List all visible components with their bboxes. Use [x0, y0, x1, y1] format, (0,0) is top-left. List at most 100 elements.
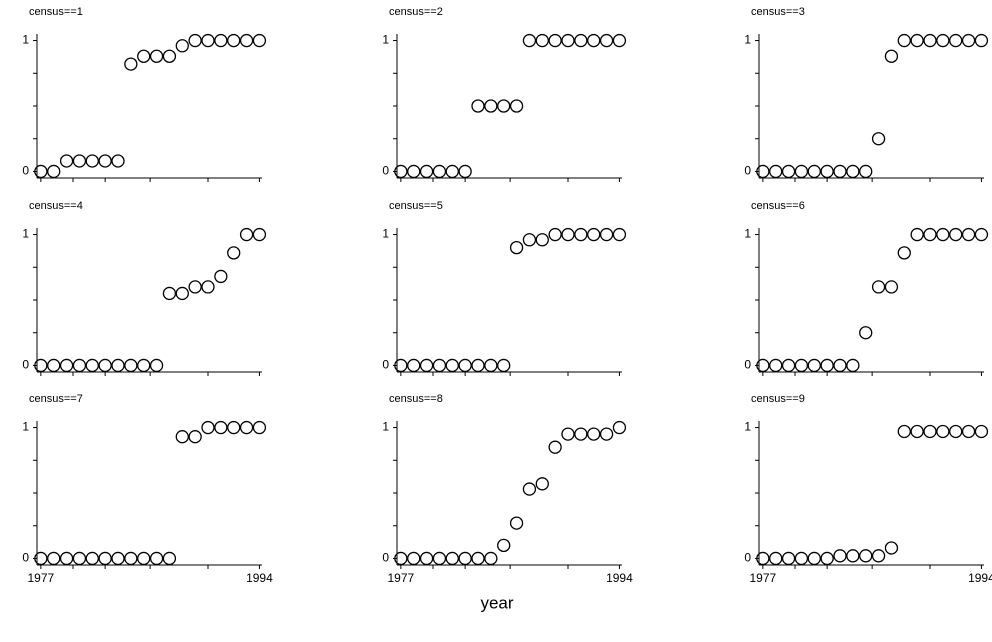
point	[445, 358, 459, 373]
point	[781, 358, 796, 373]
point	[214, 269, 228, 284]
panel-title: census==5	[389, 200, 443, 212]
point	[239, 227, 254, 242]
point	[137, 49, 151, 63]
x-tick-label: 1977	[28, 571, 55, 585]
point	[846, 358, 860, 373]
point	[419, 358, 434, 373]
point	[98, 358, 112, 373]
point	[974, 424, 989, 439]
y-tick-label: 1	[744, 420, 751, 434]
point	[98, 154, 112, 168]
point	[522, 233, 537, 247]
point	[432, 164, 447, 179]
point	[72, 551, 87, 566]
point	[897, 424, 911, 439]
point	[175, 286, 189, 301]
point	[910, 33, 924, 48]
point	[458, 358, 472, 373]
point	[471, 358, 485, 373]
point	[612, 33, 627, 48]
point	[535, 477, 549, 491]
point	[419, 164, 434, 179]
point	[47, 358, 61, 373]
point	[137, 551, 151, 566]
point	[923, 227, 937, 242]
point	[807, 358, 821, 373]
point	[149, 49, 164, 63]
point	[897, 246, 911, 260]
point	[949, 33, 963, 48]
point	[548, 440, 562, 454]
y-tick-label: 0	[22, 551, 29, 565]
point	[394, 164, 408, 179]
panel-title: census==3	[751, 6, 805, 18]
point	[201, 33, 215, 48]
panel-title: census==4	[29, 200, 83, 212]
point	[484, 99, 498, 113]
point	[587, 227, 601, 242]
point	[497, 358, 511, 373]
y-tick-label: 1	[744, 227, 751, 241]
point	[252, 420, 267, 435]
point	[587, 427, 601, 441]
y-tick-label: 1	[382, 227, 389, 241]
y-tick-label: 0	[382, 551, 389, 565]
point	[846, 549, 860, 563]
point	[484, 551, 498, 566]
point	[137, 358, 151, 373]
point	[522, 482, 537, 496]
point	[548, 33, 562, 48]
point	[419, 551, 434, 566]
panel-title: census==1	[29, 6, 83, 18]
point	[111, 154, 125, 168]
point	[239, 420, 254, 435]
point	[561, 427, 575, 441]
point	[85, 551, 99, 566]
y-tick-label: 0	[382, 164, 389, 178]
point	[574, 427, 588, 441]
y-tick-label: 0	[22, 164, 29, 178]
point	[756, 358, 770, 373]
point	[522, 33, 537, 48]
point	[769, 164, 783, 179]
point	[407, 164, 421, 179]
point	[833, 164, 847, 179]
point	[188, 430, 202, 444]
point	[961, 424, 976, 439]
point	[162, 49, 177, 63]
point	[769, 358, 783, 373]
point	[188, 33, 202, 48]
point	[587, 33, 601, 48]
point	[47, 164, 61, 179]
point	[484, 358, 498, 373]
y-tick-label: 1	[744, 33, 751, 47]
y-tick-label: 0	[744, 358, 751, 372]
point	[561, 33, 575, 48]
point	[884, 49, 899, 63]
point	[175, 39, 189, 53]
point	[124, 57, 138, 71]
point	[612, 227, 627, 242]
point	[936, 33, 950, 48]
point	[509, 99, 524, 113]
point	[535, 233, 549, 247]
point	[59, 358, 74, 373]
point	[769, 551, 783, 566]
panel-title: census==2	[389, 6, 443, 18]
point	[833, 358, 847, 373]
point	[394, 551, 408, 566]
point	[252, 33, 267, 48]
point	[820, 164, 834, 179]
point	[612, 420, 627, 435]
point	[509, 516, 524, 530]
point	[227, 246, 241, 260]
point	[756, 164, 770, 179]
point	[432, 551, 447, 566]
point	[175, 430, 189, 444]
point	[820, 358, 834, 373]
point	[201, 420, 215, 435]
y-tick-label: 0	[22, 358, 29, 372]
point	[936, 227, 950, 242]
